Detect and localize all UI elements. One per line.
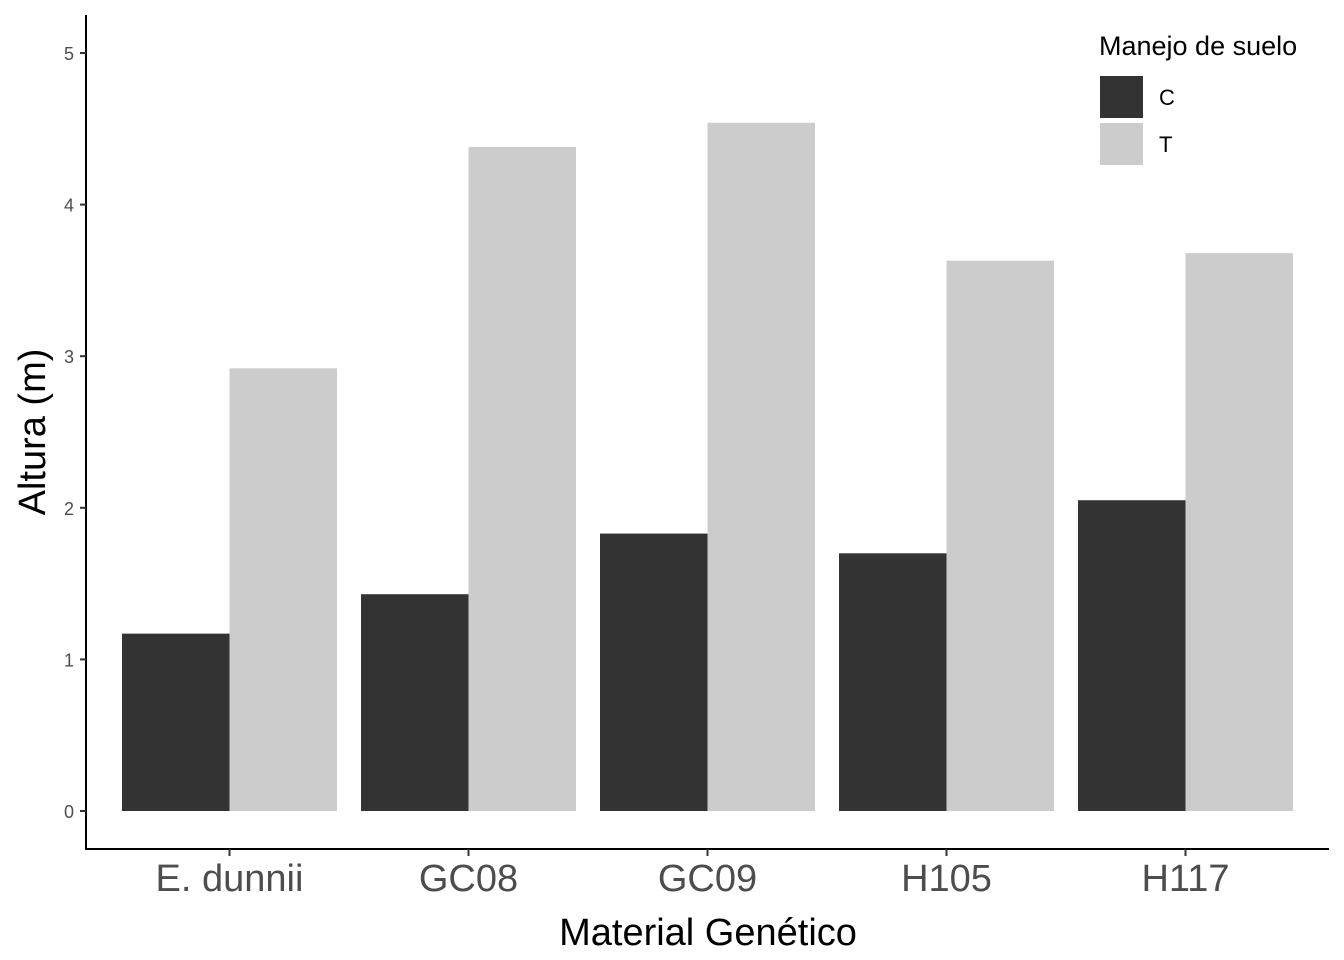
bar-C-gc09 — [600, 533, 708, 811]
bar-T-gc09 — [707, 122, 815, 811]
legend-swatch-C — [1100, 76, 1143, 118]
legend-label-T: T — [1159, 132, 1172, 157]
bar-T-e-dunnii — [229, 368, 337, 811]
x-axis-title: Material Genético — [559, 912, 857, 954]
x-tick-label: H105 — [901, 858, 992, 900]
legend-title: Manejo de suelo — [1099, 31, 1297, 61]
x-tick-label: E. dunnii — [156, 858, 304, 900]
y-tick-label: 3 — [64, 347, 74, 367]
y-tick-label: 5 — [64, 44, 74, 64]
bar-T-h117 — [1185, 253, 1293, 811]
y-tick-label: 4 — [64, 196, 74, 216]
x-tick-label: GC08 — [419, 858, 518, 900]
y-ticks: 0 1 2 3 4 5 — [64, 44, 86, 822]
x-ticks: E. dunnii GC08 GC09 H105 H117 — [156, 849, 1230, 900]
y-tick-label: 2 — [64, 499, 74, 519]
bar-T-gc08 — [468, 146, 576, 811]
legend-label-C: C — [1159, 85, 1175, 110]
y-tick-label: 0 — [64, 802, 74, 822]
bar-C-h117 — [1078, 500, 1186, 811]
bar-T-h105 — [946, 260, 1054, 811]
legend-items: CT — [1100, 76, 1175, 165]
bar-C-e-dunnii — [122, 633, 230, 811]
y-tick-label: 1 — [64, 650, 74, 670]
x-tick-label: H117 — [1141, 858, 1229, 900]
bars-layer — [122, 122, 1293, 811]
x-tick-label: GC09 — [658, 858, 757, 900]
bar-C-h105 — [839, 553, 947, 811]
bar-C-gc08 — [361, 594, 469, 811]
y-axis-title: Altura (m) — [12, 349, 54, 516]
legend: Manejo de suelo CT — [1099, 31, 1297, 165]
legend-swatch-T — [1100, 123, 1143, 165]
